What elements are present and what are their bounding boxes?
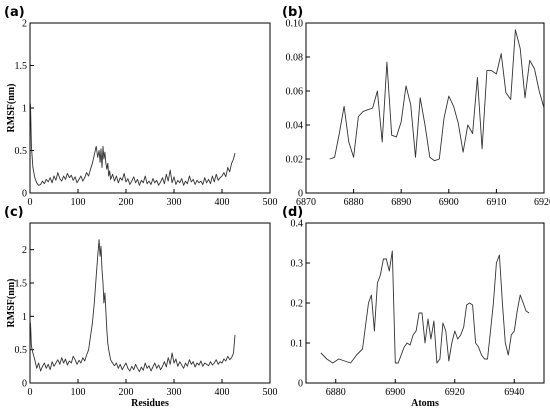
y-tick-label: 0.08 [286, 53, 304, 64]
x-tick-label: 100 [71, 197, 86, 208]
x-tick-label: 500 [263, 197, 278, 208]
x-tick-label: 400 [215, 387, 230, 398]
y-tick-label: 0.5 [15, 345, 28, 356]
y-tick-label: 0.1 [291, 339, 304, 350]
x-tick-label: 0 [28, 197, 33, 208]
panel-label: (d) [282, 205, 303, 220]
x-tick-label: 200 [119, 387, 134, 398]
y-tick-label: 0.04 [286, 121, 304, 132]
plot-frame [29, 222, 271, 384]
panel-label: (a) [4, 5, 25, 20]
y-tick-label: 2 [22, 245, 27, 256]
series-line [329, 29, 545, 162]
y-axis-label: RMSF(nm) [6, 84, 17, 133]
y-tick-label: 0.4 [291, 219, 304, 230]
y-tick-label: 0.5 [15, 146, 28, 157]
x-axis-label: Atoms [411, 398, 439, 409]
x-tick-label: 6870 [296, 197, 316, 208]
x-tick-label: 300 [167, 387, 182, 398]
y-tick-label: 2 [22, 19, 27, 30]
x-tick-label: 300 [167, 197, 182, 208]
y-tick-label: 0 [298, 189, 303, 200]
x-tick-label: 6900 [439, 197, 459, 208]
x-tick-label: 6900 [385, 387, 405, 398]
panel-label: (b) [282, 5, 303, 20]
series-line [320, 250, 530, 364]
x-tick-label: 0 [28, 387, 33, 398]
x-tick-label: 6920 [534, 197, 550, 208]
x-tick-label: 200 [119, 197, 134, 208]
y-tick-label: 0.02 [286, 155, 304, 166]
y-tick-label: 0.2 [291, 299, 304, 310]
x-tick-label: 6920 [445, 387, 465, 398]
y-tick-label: 0.10 [286, 19, 304, 30]
x-tick-label: 6940 [504, 387, 524, 398]
plot-frame [305, 22, 545, 194]
series-line [30, 103, 236, 186]
panel-label: (c) [4, 205, 24, 220]
x-tick-label: 6880 [344, 197, 364, 208]
y-tick-label: 0 [22, 379, 27, 390]
x-tick-label: 100 [71, 387, 86, 398]
x-tick-label: 6880 [326, 387, 346, 398]
y-tick-label: 0.3 [291, 259, 304, 270]
panel-b: (b) 6870 6880 6890 6900 6910 6920 0 0.02 0.04 0.06… [282, 5, 550, 208]
y-tick-label: 0 [298, 379, 303, 390]
y-tick-label: 0.06 [286, 87, 304, 98]
panel-c: (c) 0 100 200 300 400 500 0 0.5 1 1.5 2 RMSF(nm) Resi… [4, 205, 278, 409]
y-tick-label: 1 [22, 312, 27, 323]
y-tick-label: 0 [22, 189, 27, 200]
plot-frame [305, 222, 545, 384]
plot-frame [29, 22, 271, 194]
x-tick-label: 6890 [391, 197, 411, 208]
x-tick-label: 500 [263, 387, 278, 398]
panel-a: (a) 0 100 200 300 400 500 0 0.5 1 1.5 2 RMSF(nm) [4, 5, 278, 208]
y-axis-label: RMSF(nm) [6, 279, 17, 328]
panel-d: (d) 6880 6900 6920 6940 0 0.1 0.2 0.3 0.4 Atoms [282, 205, 545, 409]
x-tick-label: 400 [215, 197, 230, 208]
series-line [30, 239, 236, 373]
y-tick-label: 1.5 [15, 61, 28, 72]
x-axis-label: Residues [131, 398, 169, 409]
y-tick-label: 1.5 [15, 279, 28, 290]
y-tick-label: 1 [22, 104, 27, 115]
x-tick-label: 6910 [486, 197, 506, 208]
